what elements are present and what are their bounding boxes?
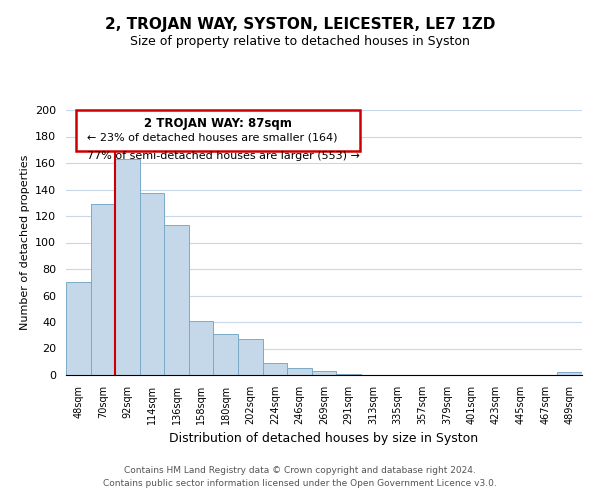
Text: Contains HM Land Registry data © Crown copyright and database right 2024.
Contai: Contains HM Land Registry data © Crown c… — [103, 466, 497, 487]
Bar — [336, 374, 361, 375]
Text: ← 23% of detached houses are smaller (164): ← 23% of detached houses are smaller (16… — [86, 132, 337, 142]
Y-axis label: Number of detached properties: Number of detached properties — [20, 155, 29, 330]
Bar — [115, 159, 140, 375]
Bar — [66, 282, 91, 375]
Bar — [287, 368, 312, 375]
Bar — [164, 226, 189, 375]
Text: 77% of semi-detached houses are larger (553) →: 77% of semi-detached houses are larger (… — [86, 151, 359, 161]
Bar — [263, 363, 287, 375]
Bar — [557, 372, 582, 375]
Bar — [189, 320, 214, 375]
Text: 2 TROJAN WAY: 87sqm: 2 TROJAN WAY: 87sqm — [144, 116, 292, 130]
Bar — [140, 194, 164, 375]
Bar — [214, 334, 238, 375]
X-axis label: Distribution of detached houses by size in Syston: Distribution of detached houses by size … — [169, 432, 479, 446]
Bar — [91, 204, 115, 375]
Text: Size of property relative to detached houses in Syston: Size of property relative to detached ho… — [130, 35, 470, 48]
Text: 2, TROJAN WAY, SYSTON, LEICESTER, LE7 1ZD: 2, TROJAN WAY, SYSTON, LEICESTER, LE7 1Z… — [105, 18, 495, 32]
Bar — [238, 339, 263, 375]
FancyBboxPatch shape — [76, 110, 360, 151]
Bar — [312, 371, 336, 375]
